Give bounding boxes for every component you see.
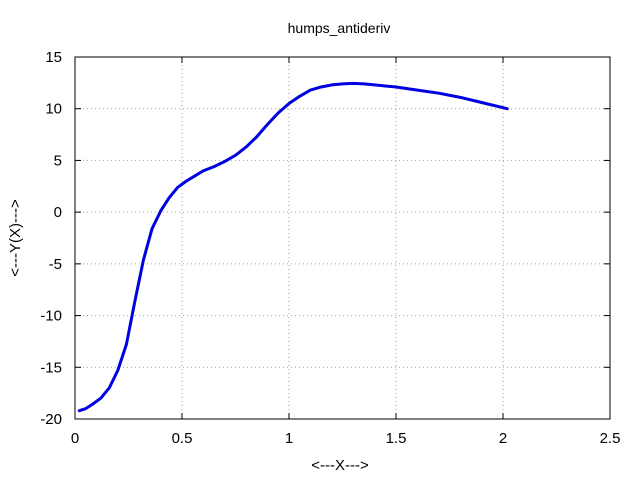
y-tick-label: -10 (40, 308, 62, 325)
x-tick-label: 2.5 (600, 430, 621, 447)
y-tick-label: -5 (49, 256, 62, 273)
y-tick-label: 5 (54, 152, 62, 169)
x-tick-label: 0 (71, 430, 79, 447)
x-tick-label: 2 (499, 430, 507, 447)
x-tick-label: 0.5 (172, 430, 193, 447)
chart-title: humps_antideriv (288, 20, 391, 36)
y-tick-labels: -20 -15 -10 -5 0 5 10 15 (40, 49, 62, 428)
y-tick-label: -15 (40, 359, 62, 376)
plot-frame (74, 56, 611, 420)
series-line (77, 81, 509, 413)
x-tick-label: 1.5 (386, 430, 407, 447)
y-tick-label: 10 (45, 101, 62, 118)
x-axis-label: <---X---> (311, 457, 369, 474)
x-tick-labels: 0 0.5 1 1.5 2 2.5 (71, 430, 621, 447)
series-layer (77, 81, 509, 413)
grid-lines (75, 57, 610, 419)
y-tick-label: 15 (45, 49, 62, 66)
y-tick-label: -20 (40, 411, 62, 428)
x-tick-label: 1 (285, 430, 293, 447)
y-tick-label: 0 (54, 204, 62, 221)
axis-ticks (74, 56, 611, 420)
y-axis-label: <---Y(X)---> (7, 199, 24, 277)
